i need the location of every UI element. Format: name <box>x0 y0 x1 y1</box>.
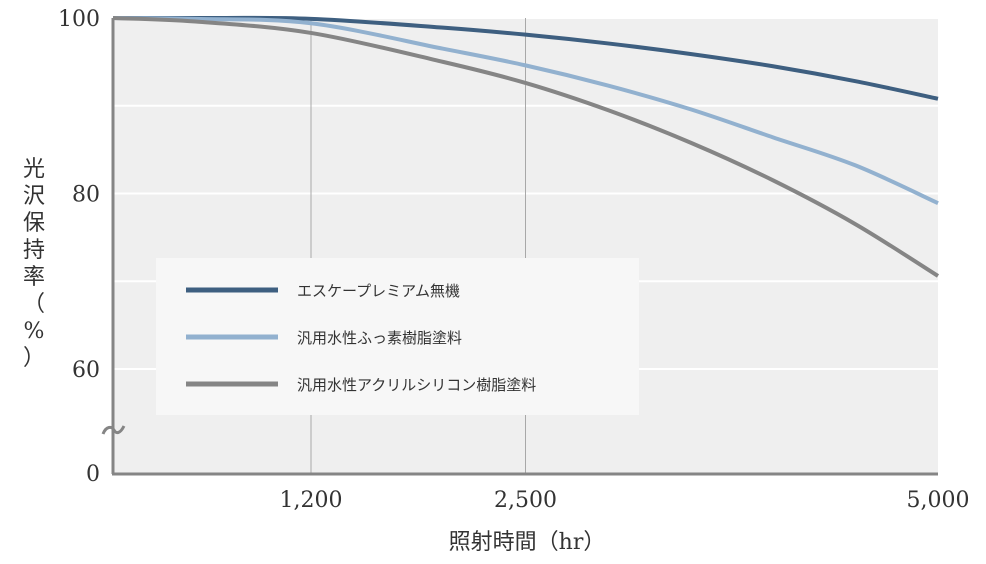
y-tick-label: 0 <box>86 462 100 487</box>
x-tick-label: 1,200 <box>280 488 343 513</box>
y-tick-label: 80 <box>72 183 100 208</box>
y-tick-label: 60 <box>72 358 100 383</box>
x-axis-title: 照射時間（hr） <box>449 530 606 555</box>
axes <box>101 18 938 476</box>
series-lines <box>112 15 940 278</box>
legend-label-3: 汎用水性アクリルシリコン樹脂塗料 <box>297 376 536 394</box>
axis-break-icon <box>101 425 126 435</box>
y-axis-title: 光沢保持率（%） <box>23 157 45 371</box>
x-tick-label: 2,500 <box>494 488 557 513</box>
legend-label-2: 汎用水性ふっ素樹脂塗料 <box>297 329 462 347</box>
x-tick-label: 5,000 <box>907 488 970 513</box>
series-line-2 <box>112 16 939 205</box>
legend-label-1: エスケープレミアム無機 <box>297 282 460 300</box>
tick-labels: 100 80 60 0 1,200 2,500 5,000 <box>58 7 969 513</box>
series-line-3 <box>112 16 940 278</box>
y-tick-label: 100 <box>58 7 100 32</box>
